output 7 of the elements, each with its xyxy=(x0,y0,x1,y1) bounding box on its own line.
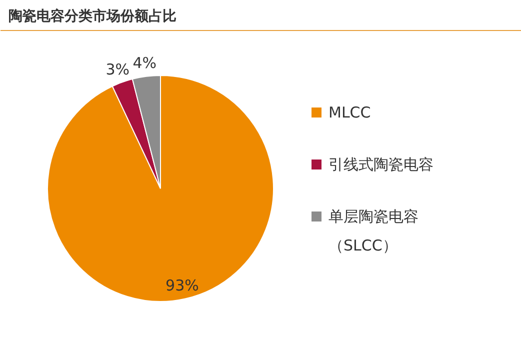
legend-label: 引线式陶瓷电容 xyxy=(328,156,434,174)
chart-title: 陶瓷电容分类市场份额占比 xyxy=(8,8,176,24)
data-label: 93% xyxy=(166,276,199,295)
legend-label: 单层陶瓷电容（SLCC） xyxy=(328,208,418,254)
data-label: 4% xyxy=(132,54,157,72)
legend-label: MLCC xyxy=(328,104,371,122)
data-label: 3% xyxy=(106,60,130,78)
